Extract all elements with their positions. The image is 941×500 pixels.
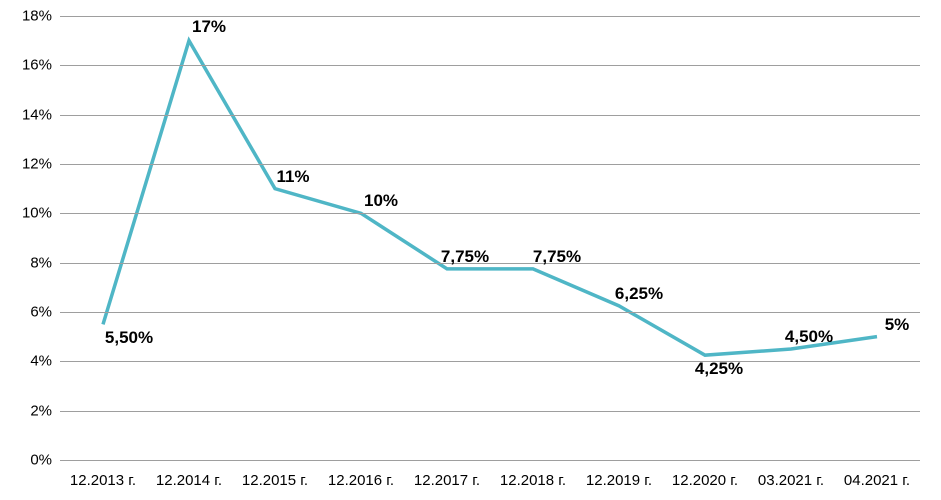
gridline xyxy=(60,263,920,264)
x-tick-label: 12.2014 г. xyxy=(156,472,222,489)
data-label: 5,50% xyxy=(105,328,153,348)
x-tick-label: 12.2016 г. xyxy=(328,472,394,489)
y-tick-label: 8% xyxy=(6,254,52,271)
gridline xyxy=(60,16,920,17)
y-tick-label: 12% xyxy=(6,156,52,173)
gridline xyxy=(60,65,920,66)
y-tick-label: 16% xyxy=(6,57,52,74)
data-label: 11% xyxy=(276,167,309,187)
y-tick-label: 18% xyxy=(6,8,52,25)
x-tick-label: 12.2020 г. xyxy=(672,472,738,489)
y-tick-label: 4% xyxy=(6,353,52,370)
y-tick-label: 0% xyxy=(6,452,52,469)
data-label: 4,25% xyxy=(695,359,743,379)
data-label: 7,75% xyxy=(441,247,489,267)
gridline xyxy=(60,115,920,116)
data-label: 6,25% xyxy=(615,284,663,304)
gridline xyxy=(60,411,920,412)
x-tick-label: 12.2013 г. xyxy=(70,472,136,489)
data-label: 7,75% xyxy=(533,247,581,267)
data-label: 4,50% xyxy=(785,327,833,347)
data-label: 10% xyxy=(364,191,398,211)
gridline xyxy=(60,460,920,461)
gridline xyxy=(60,213,920,214)
x-tick-label: 12.2017 г. xyxy=(414,472,480,489)
line-layer xyxy=(60,16,920,460)
gridline xyxy=(60,164,920,165)
y-tick-label: 14% xyxy=(6,106,52,123)
series-line xyxy=(103,41,877,356)
x-tick-label: 04.2021 г. xyxy=(844,472,910,489)
chart-stage: 0% 2% 4% 6% 8% 10% 12% 14% 16% 18% 12.2013 г. 12.20… xyxy=(0,0,941,500)
data-label: 17% xyxy=(192,17,226,37)
data-label: 5% xyxy=(885,315,910,335)
y-tick-label: 10% xyxy=(6,205,52,222)
x-tick-label: 03.2021 г. xyxy=(758,472,824,489)
x-tick-label: 12.2015 г. xyxy=(242,472,308,489)
x-tick-label: 12.2018 г. xyxy=(500,472,566,489)
gridline xyxy=(60,361,920,362)
y-tick-label: 6% xyxy=(6,304,52,321)
plot-area: 0%2%4%6%8%10%12%14%16%18%12.2013 г.12.20… xyxy=(60,16,920,460)
y-tick-label: 2% xyxy=(6,402,52,419)
gridline xyxy=(60,312,920,313)
x-tick-label: 12.2019 г. xyxy=(586,472,652,489)
